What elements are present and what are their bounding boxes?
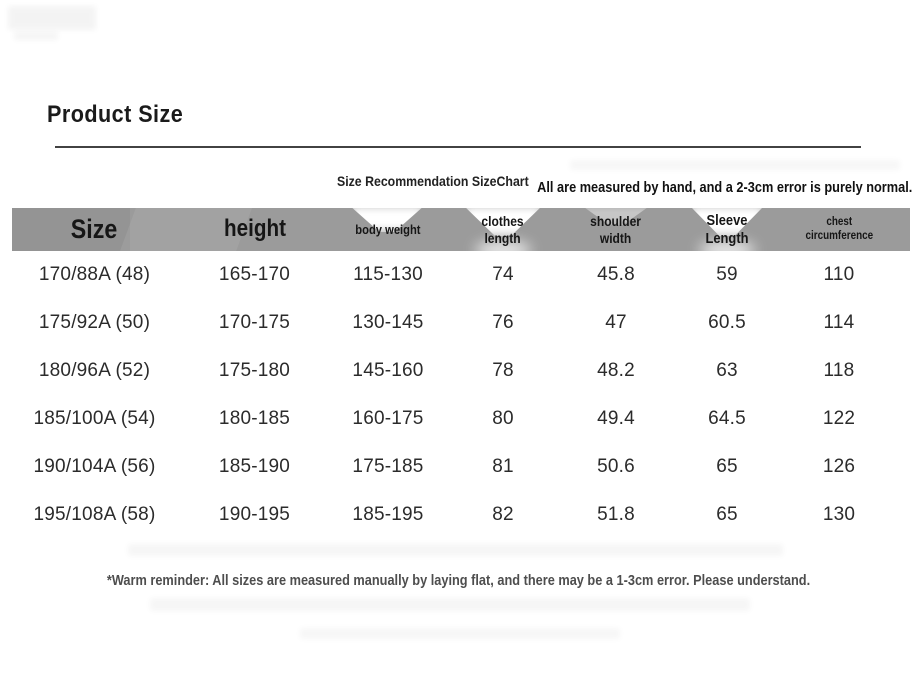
column-header-body-weight: body weight — [355, 221, 421, 237]
subtitle-measurement-note: All are measured by hand, and a 2-3cm er… — [536, 180, 912, 196]
header-glow-decoration — [699, 241, 755, 259]
cell-body-weight: 130-145 — [352, 312, 424, 333]
cell-sleeve-length: 65 — [716, 504, 738, 525]
header-glow-decoration — [475, 241, 531, 259]
subtitle-size-recommendation: Size Recommendation SizeChart — [337, 173, 529, 189]
table-header-bar: Size height body weight clothes length s… — [12, 205, 910, 259]
page-title: Product Size — [47, 101, 184, 128]
cell-shoulder-width: 49.4 — [597, 408, 635, 429]
ghost-artifact — [300, 628, 620, 639]
cell-height: 175-180 — [218, 360, 291, 381]
cell-body-weight: 115-130 — [353, 264, 423, 285]
cell-body-weight: 145-160 — [352, 360, 424, 381]
cell-body-weight: 175-185 — [352, 456, 424, 477]
cell-chest-circumference: 126 — [822, 456, 856, 477]
cell-clothes-length: 74 — [492, 264, 514, 285]
cell-sleeve-length: 65 — [716, 456, 738, 477]
header-wedge-decoration — [120, 208, 252, 251]
cell-body-weight: 185-195 — [352, 504, 424, 525]
ghost-artifact — [128, 544, 783, 556]
table-row: 170/88A (48) 165-170 115-130 74 45.8 59 … — [12, 251, 910, 299]
warm-reminder-note: *Warm reminder: All sizes are measured m… — [106, 573, 811, 589]
column-header-size: Size — [71, 214, 118, 245]
cell-body-weight: 160-175 — [352, 408, 424, 429]
column-header-shoulder-width: shoulder width — [590, 212, 642, 246]
table-row: 185/100A (54) 180-185 160-175 80 49.4 64… — [12, 395, 910, 443]
column-header-chest-circumference: chest circumference — [805, 215, 873, 242]
cell-clothes-length: 80 — [492, 408, 514, 429]
cell-shoulder-width: 48.2 — [597, 360, 635, 381]
cell-chest-circumference: 110 — [823, 264, 855, 285]
table-row: 190/104A (56) 185-190 175-185 81 50.6 65… — [12, 443, 910, 491]
cell-size: 170/88A (48) — [38, 264, 151, 285]
size-table-body: 170/88A (48) 165-170 115-130 74 45.8 59 … — [12, 251, 910, 539]
table-row: 180/96A (52) 175-180 145-160 78 48.2 63 … — [12, 347, 910, 395]
ghost-artifact — [8, 6, 96, 30]
cell-chest-circumference: 130 — [822, 504, 856, 525]
cell-clothes-length: 78 — [492, 360, 514, 381]
cell-size: 195/108A (58) — [33, 504, 156, 525]
cell-size: 185/100A (54) — [33, 408, 156, 429]
cell-sleeve-length: 59 — [716, 264, 738, 285]
column-header-clothes-length: clothes length — [481, 212, 525, 246]
header-shade-decoration — [12, 208, 130, 251]
cell-height: 180-185 — [218, 408, 291, 429]
table-row: 195/108A (58) 190-195 185-195 82 51.8 65… — [12, 491, 910, 539]
cell-sleeve-length: 60.5 — [708, 312, 746, 333]
cell-height: 185-190 — [218, 456, 291, 477]
cell-shoulder-width: 45.8 — [597, 264, 635, 285]
cell-shoulder-width: 47 — [605, 312, 627, 333]
cell-shoulder-width: 51.8 — [597, 504, 635, 525]
table-row: 175/92A (50) 170-175 130-145 76 47 60.5 … — [12, 299, 910, 347]
column-header-height: height — [223, 215, 286, 243]
cell-height: 190-195 — [218, 504, 291, 525]
cell-chest-circumference: 122 — [822, 408, 856, 429]
cell-shoulder-width: 50.6 — [597, 456, 635, 477]
cell-height: 170-175 — [218, 312, 291, 333]
cell-sleeve-length: 64.5 — [708, 408, 746, 429]
cell-clothes-length: 76 — [492, 312, 514, 333]
cell-size: 175/92A (50) — [38, 312, 151, 333]
title-underline — [55, 146, 861, 148]
cell-size: 190/104A (56) — [33, 456, 156, 477]
ghost-artifact — [150, 598, 750, 611]
cell-height: 165-170 — [218, 264, 291, 285]
cell-clothes-length: 81 — [492, 456, 514, 477]
ghost-artifact — [14, 32, 58, 40]
column-header-sleeve-length: Sleeve Length — [705, 211, 749, 247]
cell-chest-circumference: 114 — [823, 312, 855, 333]
cell-chest-circumference: 118 — [823, 360, 855, 381]
cell-clothes-length: 82 — [492, 504, 514, 525]
cell-size: 180/96A (52) — [38, 360, 151, 381]
ghost-artifact — [570, 160, 900, 170]
cell-sleeve-length: 63 — [716, 360, 738, 381]
